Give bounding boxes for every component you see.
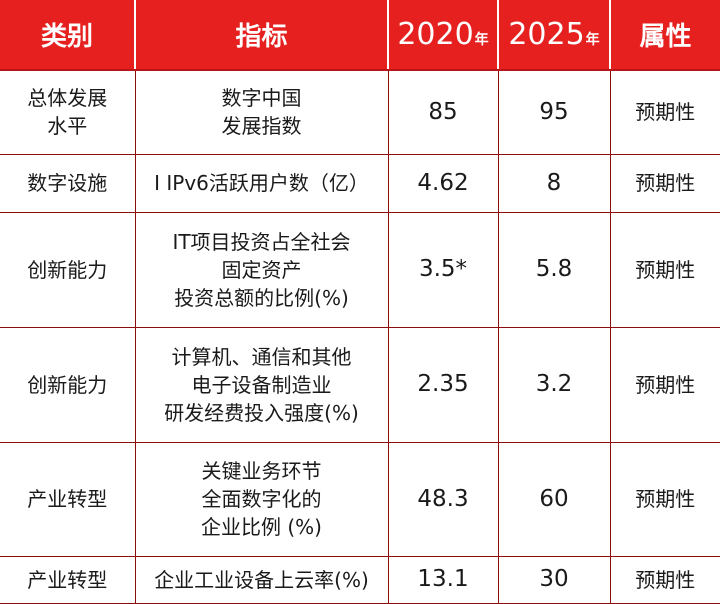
header-year-2025: 2025年: [498, 0, 611, 71]
value-2025-cell: 5.8: [498, 212, 611, 328]
value-2025-cell: 8: [498, 154, 611, 213]
table-row: 数字设施 I IPv6活跃用户数（亿） 4.62 8 预期性: [0, 154, 720, 213]
category-cell: 创新能力: [0, 212, 136, 328]
value-2025-cell: 30: [498, 556, 611, 604]
indicator-line: 计算机、通信和其他: [171, 344, 352, 369]
category-line: 数字设施: [27, 171, 108, 195]
value-2025-cell: 95: [498, 70, 611, 155]
header-year-2020: 2020年: [388, 0, 499, 71]
value-2020-cell: 48.3: [388, 442, 499, 557]
table-row: 产业转型 企业工业设备上云率(%) 13.1 30 预期性: [0, 556, 720, 604]
indicator-line: 固定资产: [221, 257, 302, 282]
indicator-cell: 计算机、通信和其他 电子设备制造业 研发经费投入强度(%): [135, 327, 389, 443]
indicator-cell: IT项目投资占全社会 固定资产 投资总额的比例(%): [135, 212, 389, 328]
indicator-cell: 企业工业设备上云率(%): [135, 556, 389, 604]
value-2025-cell: 3.2: [498, 327, 611, 443]
table-row: 总体发展 水平 数字中国 发展指数 85 95 预期性: [0, 70, 720, 155]
indicator-cell: 数字中国 发展指数: [135, 70, 389, 155]
value-2020-cell: 4.62: [388, 154, 499, 213]
category-line: 水平: [47, 114, 88, 139]
indicator-line: I IPv6活跃用户数（亿）: [154, 171, 369, 195]
value-2020-cell: 13.1: [388, 556, 499, 604]
header-year-2020-value: 2020: [397, 17, 474, 52]
attribute-cell: 预期性: [610, 212, 720, 328]
indicator-line: 企业比例 (%): [201, 515, 322, 539]
table-row: 创新能力 IT项目投资占全社会 固定资产 投资总额的比例(%) 3.5* 5.8…: [0, 212, 720, 328]
category-line: 产业转型: [27, 487, 108, 511]
indicator-line: 研发经费投入强度(%): [164, 400, 359, 425]
table-row: 创新能力 计算机、通信和其他 电子设备制造业 研发经费投入强度(%) 2.35 …: [0, 327, 720, 443]
indicator-line: IT项目投资占全社会: [172, 229, 351, 254]
indicator-line: 关键业务环节: [201, 459, 322, 483]
indicator-line: 企业工业设备上云率(%): [154, 567, 369, 592]
attribute-cell: 预期性: [610, 556, 720, 604]
header-attribute: 属性: [610, 0, 720, 71]
category-line: 产业转型: [27, 567, 108, 592]
attribute-cell: 预期性: [610, 442, 720, 557]
value-2020-cell: 85: [388, 70, 499, 155]
category-cell: 总体发展 水平: [0, 70, 136, 155]
value-2020-cell: 2.35: [388, 327, 499, 443]
header-year-2025-suffix: 年: [585, 32, 600, 48]
category-line: 创新能力: [27, 257, 108, 282]
category-line: 总体发展: [27, 86, 108, 111]
attribute-cell: 预期性: [610, 327, 720, 443]
value-2020-cell: 3.5*: [388, 212, 499, 328]
header-indicator: 指标: [135, 0, 389, 71]
value-2025-cell: 60: [498, 442, 611, 557]
indicator-line: 投资总额的比例(%): [174, 285, 349, 310]
attribute-cell: 预期性: [610, 70, 720, 155]
indicator-line: 电子设备制造业: [191, 372, 332, 397]
header-category: 类别: [0, 0, 136, 71]
table-row: 产业转型 关键业务环节 全面数字化的 企业比例 (%) 48.3 60 预期性: [0, 442, 720, 557]
attribute-cell: 预期性: [610, 154, 720, 213]
category-cell: 产业转型: [0, 442, 136, 557]
indicator-cell: 关键业务环节 全面数字化的 企业比例 (%): [135, 442, 389, 557]
indicator-line: 发展指数: [221, 114, 302, 139]
category-line: 创新能力: [27, 372, 108, 397]
header-year-2025-value: 2025: [508, 17, 585, 52]
category-cell: 产业转型: [0, 556, 136, 604]
category-cell: 创新能力: [0, 327, 136, 443]
indicator-cell: I IPv6活跃用户数（亿）: [135, 154, 389, 213]
header-row: 类别 指标 2020年 2025年 属性: [0, 0, 720, 71]
indicator-line: 全面数字化的: [201, 487, 322, 511]
indicator-line: 数字中国: [221, 86, 302, 111]
category-cell: 数字设施: [0, 154, 136, 213]
header-year-2020-suffix: 年: [474, 32, 489, 48]
